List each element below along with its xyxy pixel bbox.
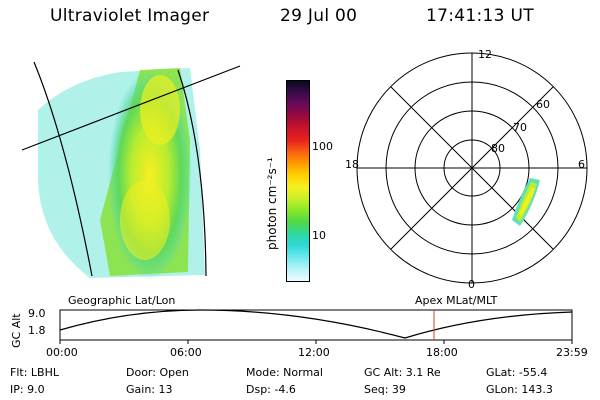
colorbar-tick-100: 100: [312, 140, 333, 153]
time-label: 17:41:13 UT: [426, 6, 534, 26]
timeline-tick-0000: 00:00: [46, 346, 78, 359]
ip-info: IP: 9.0: [10, 383, 45, 396]
gc-alt-info: GC Alt: 3.1 Re: [364, 366, 441, 379]
filter-info: Flt: LBHL: [10, 366, 59, 379]
geographic-panel-label: Geographic Lat/Lon: [68, 294, 176, 307]
colorbar: [286, 80, 310, 282]
glat-info: GLat: -55.4: [486, 366, 548, 379]
timeline-y-tick-top: 9.0: [28, 307, 46, 320]
app-title: Ultraviolet Imager: [50, 6, 210, 26]
glon-info: GLon: 143.3: [486, 383, 553, 396]
mlat-label-60: 60: [536, 98, 550, 111]
timeline-tick-2359: 23:59: [556, 346, 588, 359]
timeline-tick-1200: 12:00: [298, 346, 330, 359]
timeline-tick-1800: 18:00: [426, 346, 458, 359]
mlt-label-12: 12: [478, 48, 492, 61]
polar-emission-region: [512, 178, 540, 226]
timeline-tick-0600: 06:00: [170, 346, 202, 359]
polar-diagonal-2: [390, 86, 554, 250]
mlt-label-18: 18: [345, 158, 359, 171]
orbit-altitude-curve: [59, 309, 573, 339]
geographic-emission-region: [38, 68, 205, 280]
door-info: Door: Open: [126, 366, 189, 379]
colorbar-tick-10: 10: [312, 229, 326, 242]
mode-info: Mode: Normal: [246, 366, 323, 379]
gain-info: Gain: 13: [126, 383, 173, 396]
mlat-label-80: 80: [491, 142, 505, 155]
apex-panel-label: Apex MLat/MLT: [415, 294, 498, 307]
longitude-line-2: [177, 69, 207, 277]
longitude-line-1: [33, 61, 93, 277]
seq-info: Seq: 39: [364, 383, 406, 396]
timeline-y-tick-bottom: 1.8: [28, 324, 46, 337]
latitude-line: [21, 65, 241, 151]
date-label: 29 Jul 00: [280, 6, 358, 26]
mlt-label-6: 6: [578, 158, 585, 171]
mlt-label-0: 0: [468, 278, 475, 291]
mlat-label-70: 70: [513, 121, 527, 134]
dsp-info: Dsp: -4.6: [246, 383, 296, 396]
